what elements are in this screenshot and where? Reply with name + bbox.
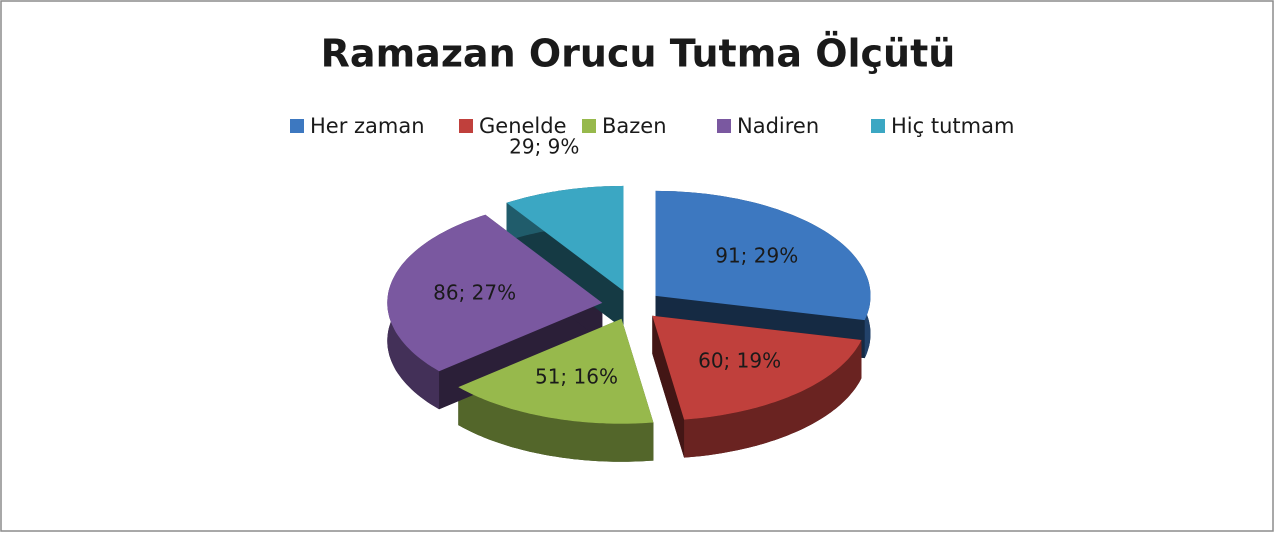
- data-label: 51; 16%: [535, 364, 618, 388]
- chart-title: Ramazan Orucu Tutma Ölçütü: [321, 32, 956, 76]
- data-label: 86; 27%: [433, 280, 516, 304]
- legend-swatch: [290, 119, 304, 133]
- legend-swatch: [717, 119, 731, 133]
- legend-swatch: [871, 119, 885, 133]
- slice-side: [684, 340, 862, 458]
- legend-swatch: [582, 119, 596, 133]
- data-label: 29; 9%: [509, 135, 579, 159]
- legend-label: Hiç tutmam: [891, 114, 1014, 138]
- legend-label: Bazen: [602, 114, 667, 138]
- legend-label: Her zaman: [310, 114, 425, 138]
- slice: [387, 214, 603, 372]
- slice: [458, 318, 654, 424]
- slice-side: [652, 315, 685, 458]
- legend-label: Genelde: [479, 114, 567, 138]
- slice: [655, 190, 871, 321]
- legend-swatch: [459, 119, 473, 133]
- slice: [506, 185, 624, 291]
- slice-side: [458, 387, 654, 462]
- data-label: 60; 19%: [698, 349, 781, 373]
- legend-label: Nadiren: [737, 114, 819, 138]
- data-label: 91; 29%: [715, 243, 798, 267]
- slice: [652, 315, 862, 420]
